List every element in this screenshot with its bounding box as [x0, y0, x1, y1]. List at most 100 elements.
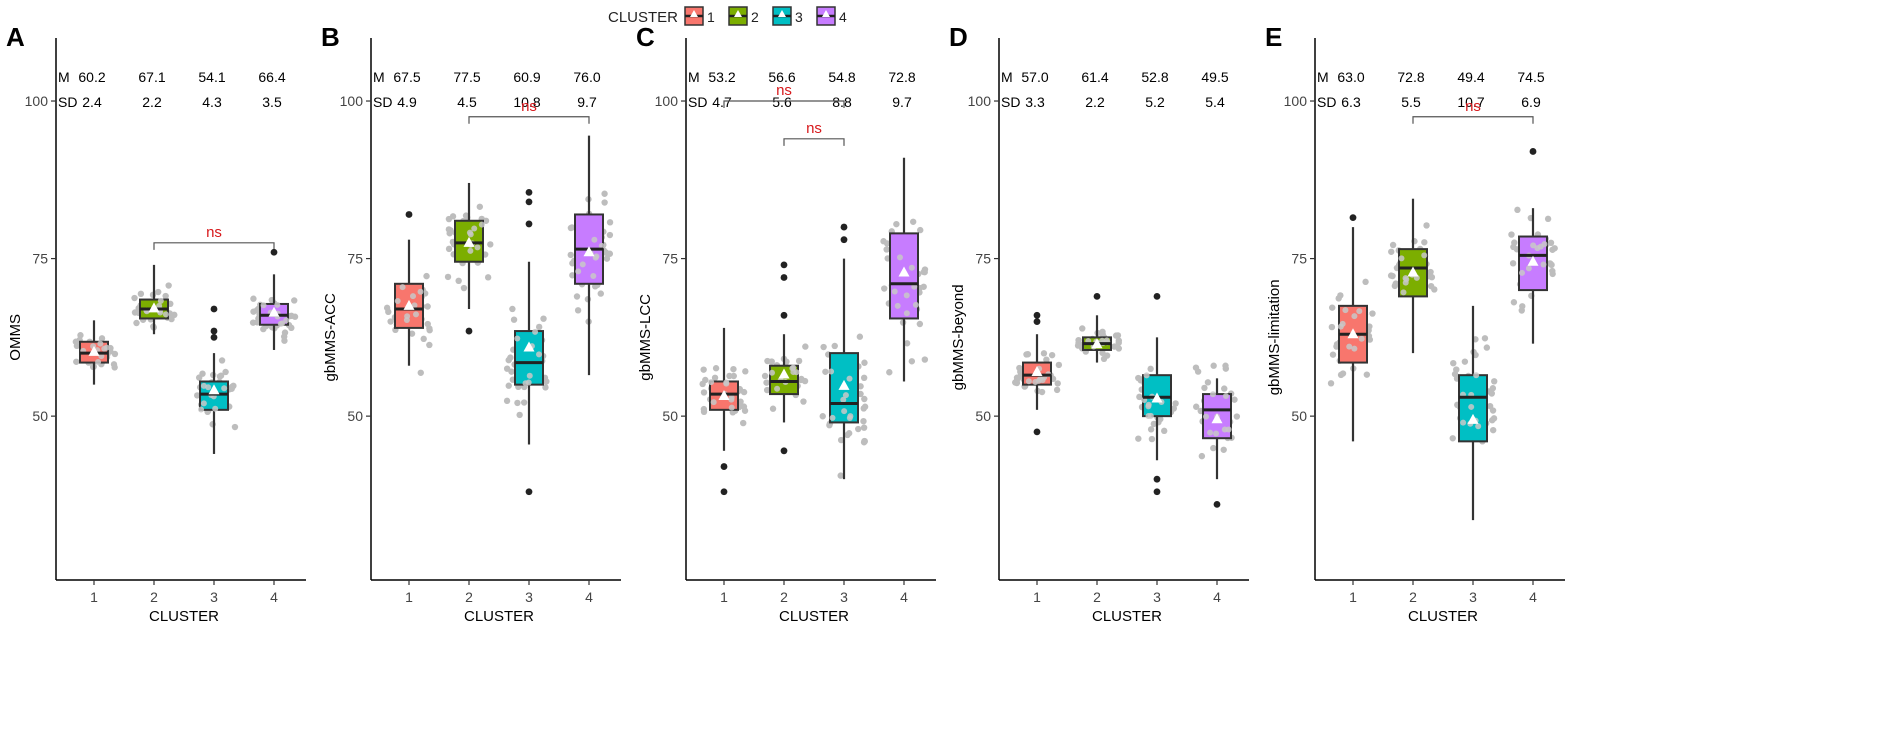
jitter-point — [1053, 386, 1061, 394]
jitter-point — [520, 399, 528, 406]
jitter-point — [525, 379, 532, 386]
jitter-point — [579, 261, 586, 268]
legend-title: CLUSTER — [608, 9, 678, 26]
jitter-point — [1369, 310, 1376, 317]
mean-marker — [268, 306, 280, 317]
jitter-point — [819, 413, 826, 420]
outlier-point — [720, 488, 728, 496]
y-tick-label: 75 — [32, 251, 48, 267]
mean-value: 77.5 — [453, 69, 480, 85]
jitter-point — [218, 357, 226, 364]
jitter-point — [1231, 396, 1238, 403]
jitter-point — [1460, 419, 1467, 426]
sd-value: 5.4 — [1205, 94, 1225, 110]
jitter-point — [1327, 380, 1335, 387]
jitter-point — [893, 220, 900, 228]
jitter-point — [1351, 345, 1358, 352]
y-tick-label: 100 — [655, 93, 679, 109]
legend-mean-marker — [778, 10, 786, 17]
box-cluster-1 — [1327, 214, 1376, 442]
jitter-point — [1400, 289, 1407, 296]
jitter-point — [1427, 282, 1435, 290]
jitter-point — [394, 298, 401, 305]
mean-marker — [463, 236, 475, 247]
jitter-point — [886, 369, 893, 376]
jitter-point — [601, 190, 608, 197]
outlier-point — [525, 220, 533, 228]
jitter-point — [840, 396, 847, 403]
jitter-point — [1207, 429, 1214, 436]
x-tick-label: 3 — [1153, 589, 1161, 605]
sd-value: 3.5 — [262, 94, 282, 110]
mean-value: 63.0 — [1337, 69, 1364, 85]
legend-key-2 — [728, 6, 748, 26]
outlier-point — [840, 223, 848, 231]
jitter-point — [567, 251, 574, 259]
x-tick-label: 4 — [585, 589, 593, 605]
jitter-point — [455, 277, 462, 285]
jitter-point — [540, 315, 547, 322]
jitter-point — [1508, 231, 1515, 238]
mean-value: 61.4 — [1081, 69, 1108, 85]
legend-key-4 — [816, 6, 836, 26]
y-tick-label: 50 — [347, 408, 363, 424]
panel-letter: E — [1265, 22, 1282, 52]
mean-marker — [88, 345, 100, 356]
jitter-point — [829, 414, 836, 421]
jitter-point — [1548, 261, 1555, 269]
jitter-point — [1099, 349, 1106, 357]
jitter-point — [420, 335, 427, 343]
jitter-point — [591, 236, 598, 243]
jitter-point — [165, 282, 172, 289]
y-axis-label: gbMMS-limitation — [1266, 279, 1283, 395]
jitter-point — [279, 320, 286, 327]
panel-letter: B — [321, 22, 340, 52]
jitter-point — [487, 241, 494, 248]
sd-value: 5.2 — [1145, 94, 1165, 110]
box-cluster-2 — [761, 261, 809, 455]
x-axis-label: CLUSTER — [779, 608, 849, 625]
mean-value: 49.5 — [1201, 69, 1228, 85]
jitter-point — [474, 244, 481, 251]
jitter-point — [1450, 359, 1457, 367]
jitter-point — [1013, 374, 1021, 381]
comparison-bracket — [153, 242, 275, 250]
jitter-point — [861, 395, 868, 403]
jitter-point — [569, 272, 576, 279]
outlier-point — [780, 447, 788, 455]
jitter-point — [837, 436, 845, 444]
jitter-point — [860, 424, 868, 431]
mean-value: 49.4 — [1457, 69, 1484, 85]
jitter-point — [417, 288, 424, 295]
jitter-point — [1551, 245, 1558, 252]
jitter-point — [795, 357, 803, 365]
sd-value: 10.7 — [1457, 94, 1484, 110]
legend-label: 2 — [751, 9, 759, 25]
jitter-point — [1147, 365, 1154, 373]
box-cluster-1 — [383, 211, 433, 376]
jitter-point — [584, 296, 592, 303]
jitter-point — [774, 385, 781, 392]
jitter-point — [198, 406, 205, 413]
jitter-point — [1147, 426, 1155, 433]
mean-value: 57.0 — [1021, 69, 1048, 85]
jitter-point — [1346, 343, 1353, 350]
jitter-point — [424, 303, 431, 310]
jitter-point — [1449, 435, 1456, 442]
jitter-point — [828, 368, 835, 375]
jitter-point — [801, 377, 809, 385]
jitter-point — [860, 417, 867, 425]
jitter-point — [399, 284, 406, 291]
jitter-point — [1222, 392, 1229, 399]
x-tick-label: 4 — [1529, 589, 1537, 605]
box-cluster-2 — [444, 182, 494, 335]
box-cluster-4 — [1508, 148, 1558, 344]
legend-key-1 — [684, 6, 704, 26]
jitter-point — [505, 382, 512, 389]
jitter-point — [212, 405, 219, 412]
jitter-point — [1544, 215, 1552, 223]
sd-row-label: SD — [1001, 94, 1020, 110]
y-tick-label: 50 — [32, 408, 48, 424]
